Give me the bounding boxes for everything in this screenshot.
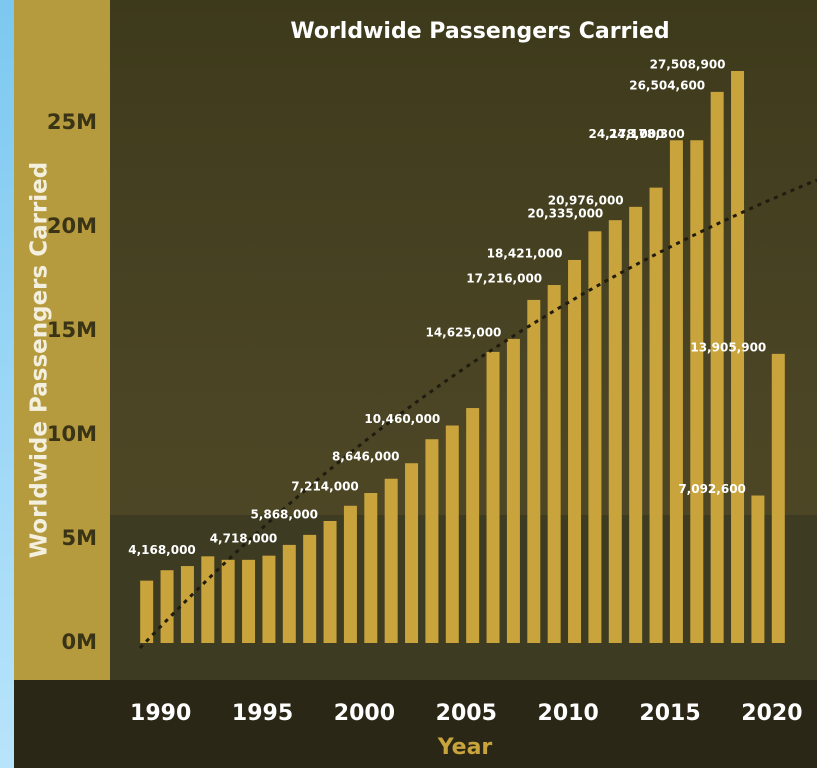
value-label: 20,976,000: [548, 193, 624, 207]
bar: [710, 91, 724, 644]
bar: [384, 478, 398, 643]
x-tick-label: 2005: [436, 701, 497, 726]
bar: [486, 351, 500, 643]
value-label: 13,905,900: [690, 340, 766, 354]
bar: [568, 259, 582, 643]
value-label: 17,216,000: [466, 272, 542, 286]
y-axis-title: Worldwide Passengers Carried: [27, 162, 53, 559]
value-label: 4,718,000: [210, 531, 278, 545]
bar: [221, 559, 235, 643]
value-label: 24,178,300: [609, 127, 685, 141]
bar: [303, 534, 317, 643]
x-tick-label: 2015: [639, 701, 700, 726]
bar: [731, 71, 745, 644]
x-tick-label: 2010: [538, 701, 599, 726]
y-tick-label: 0M: [61, 630, 97, 654]
value-label: 7,092,600: [678, 482, 746, 496]
value-label: 10,460,000: [364, 412, 440, 426]
bar: [771, 353, 785, 643]
bar: [466, 408, 480, 643]
value-label: 24,178,000: [588, 127, 664, 141]
y-tick-label: 10M: [47, 422, 97, 446]
trend-line: [138, 178, 817, 650]
bar: [201, 556, 215, 643]
bar: [527, 299, 541, 643]
y-tick-label: 5M: [61, 526, 97, 550]
bar: [588, 231, 602, 643]
labels: 4,168,000 4,718,000 5,868,000 7,214,000 8,64…: [128, 58, 766, 557]
bar: [180, 566, 194, 643]
bar: [506, 338, 520, 643]
bar: [160, 570, 174, 643]
x-tick-label: 1995: [232, 701, 293, 726]
bar: [405, 463, 419, 643]
side-strip: [0, 0, 14, 768]
x-tick-label: 1990: [130, 701, 191, 726]
bars: [140, 71, 785, 644]
value-label: 5,868,000: [250, 507, 318, 521]
bar: [608, 220, 622, 643]
bar: [425, 439, 439, 643]
y-tick-label: 15M: [47, 318, 97, 342]
value-label: 7,214,000: [291, 479, 359, 493]
bar: [343, 505, 357, 643]
value-label: 26,504,600: [629, 78, 705, 92]
value-label: 27,508,900: [650, 58, 726, 72]
value-label: 20,335,000: [527, 207, 603, 221]
bar: [323, 520, 337, 643]
bar: [547, 285, 561, 643]
bar: [242, 559, 256, 643]
y-axis-panel: [14, 0, 110, 680]
value-label: 4,168,000: [128, 543, 196, 557]
value-label: 14,625,000: [425, 325, 501, 339]
bar: [364, 492, 378, 643]
bar: [629, 206, 643, 643]
bar: [690, 140, 704, 643]
value-label: 8,646,000: [332, 450, 400, 464]
y-tick-label: 25M: [47, 110, 97, 134]
y-tick-label: 20M: [47, 214, 97, 238]
bar: [669, 140, 683, 643]
x-axis-title: Year: [437, 735, 493, 760]
bar: [282, 544, 296, 643]
bar: [751, 495, 765, 643]
x-tick-label: 2020: [741, 701, 802, 726]
bar: [649, 187, 663, 643]
x-tick-label: 2000: [334, 701, 395, 726]
value-label: 18,421,000: [487, 246, 563, 260]
chart-title: Worldwide Passengers Carried: [290, 19, 669, 44]
bar: [262, 555, 276, 643]
bar: [445, 425, 459, 643]
bar: [140, 580, 154, 643]
